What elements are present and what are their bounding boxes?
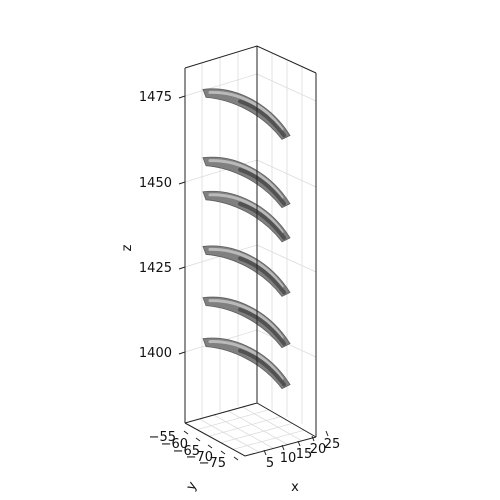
pane-edge-back <box>184 45 317 74</box>
z-tick-mark <box>178 95 186 99</box>
z-grid-line-right <box>256 73 317 102</box>
floor-grid-line <box>228 410 288 445</box>
floor-edge-front <box>184 422 317 457</box>
blade-shadow <box>238 307 286 346</box>
y-tick-mark <box>195 437 201 442</box>
y-tick-mark <box>183 430 189 435</box>
x-tick-mark <box>311 435 315 442</box>
blade-highlight <box>208 340 284 381</box>
blade-shadow <box>238 256 286 295</box>
z-tick-mark <box>178 181 186 185</box>
y-tick-label: −60 <box>161 437 188 452</box>
blade-shadow <box>238 99 286 138</box>
surface-blade <box>202 245 291 297</box>
floor-grid-line <box>199 418 260 453</box>
y-tick-mark <box>220 450 226 455</box>
surface-blade <box>202 156 291 209</box>
z-axis-label: z <box>120 244 135 251</box>
y-tick-label: −65 <box>173 444 200 459</box>
y-tick-mark <box>233 456 239 461</box>
surface-blade <box>202 296 291 349</box>
z-grid-line-left <box>184 159 258 183</box>
z-grid-line-right <box>256 159 317 188</box>
surface-blades <box>202 88 291 390</box>
y-tick-label: −75 <box>199 456 226 471</box>
axes-frame <box>184 45 317 457</box>
z-tick-mark <box>178 266 186 270</box>
surface-blade <box>202 88 291 140</box>
blade-highlight <box>208 90 284 131</box>
y-axis-label: y <box>184 479 201 493</box>
z-tick-label: 1425 <box>139 261 172 276</box>
blade-shadow <box>238 201 286 240</box>
x-tick-mark <box>263 449 267 456</box>
blade-highlight <box>208 299 284 340</box>
y-tick-label: −55 <box>149 430 176 445</box>
floor-grid-line <box>220 423 293 444</box>
y-tick-mark <box>207 444 213 449</box>
surface-blade <box>202 337 291 390</box>
x-tick-label: 5 <box>266 456 274 471</box>
z-grid-line-right <box>256 244 317 273</box>
x-tick-mark <box>325 430 329 437</box>
surface-blade <box>202 190 291 243</box>
floor-edge-back <box>184 402 317 438</box>
y-tick-label: −70 <box>186 450 213 465</box>
blade-shadow <box>238 167 286 206</box>
blade-highlight <box>208 159 284 200</box>
x-tick-label: 15 <box>296 447 313 462</box>
floor-grid-line <box>208 416 281 437</box>
floor-grid-line <box>213 414 274 449</box>
x-tick-label: 10 <box>280 451 297 466</box>
x-axis-label: x <box>291 480 299 495</box>
floor-grid-line <box>242 406 302 442</box>
blade-highlight <box>208 247 284 288</box>
blade-body <box>202 337 291 390</box>
x-tick-label: 25 <box>324 437 341 452</box>
z-tick-label: 1475 <box>139 90 172 105</box>
floor-grid-line <box>232 429 305 450</box>
z-tick-mark <box>178 351 186 355</box>
blade-body <box>202 88 291 140</box>
x-tick-mark <box>281 444 285 451</box>
z-tick-label: 1450 <box>139 176 172 191</box>
blade-shadow <box>238 348 286 387</box>
z-grid-line-left <box>184 73 258 97</box>
blade-body <box>202 245 291 297</box>
blade-highlight <box>208 193 284 234</box>
floor-grid-line <box>196 409 269 430</box>
x-tick-mark <box>297 440 301 447</box>
x-tick-label: 20 <box>310 442 327 457</box>
z-tick-label: 1400 <box>139 346 172 361</box>
